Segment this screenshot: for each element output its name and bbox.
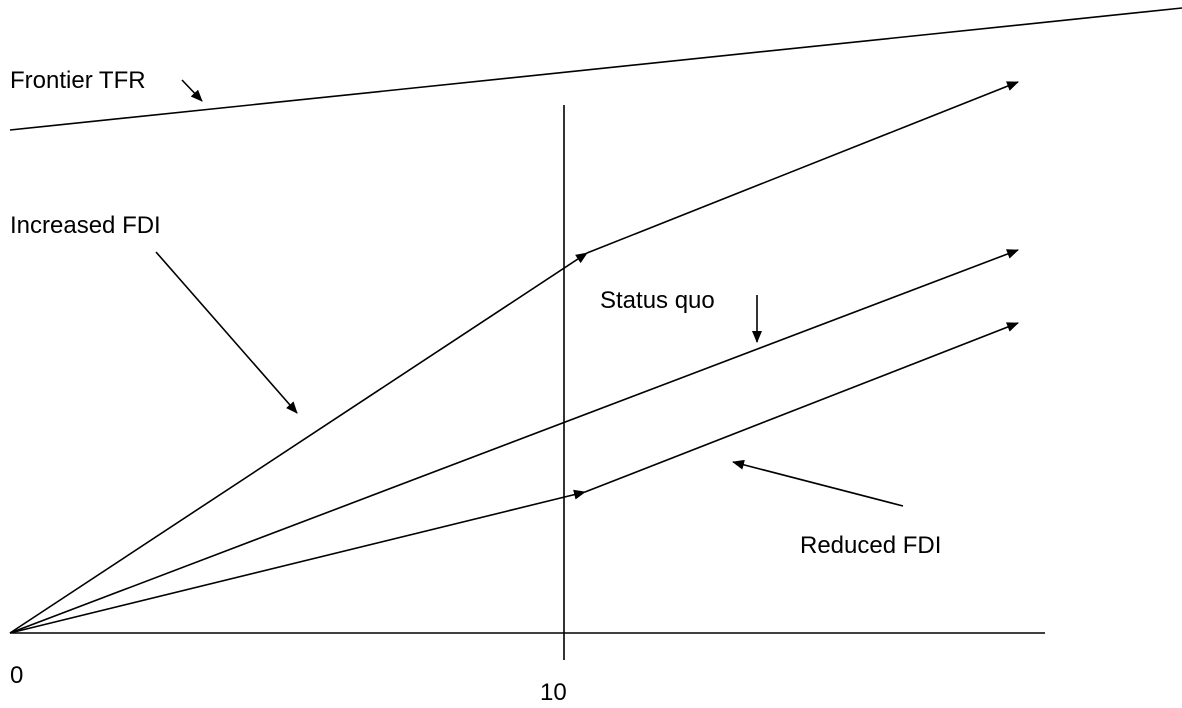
frontier-tfr-line (9, 7, 1182, 131)
reduced-fdi-path-segment-2 (584, 322, 1019, 493)
increased-label-pointer-arrow (155, 251, 298, 414)
frontier-label-pointer-arrow (181, 79, 203, 102)
reduced-label-pointer-arrow (732, 459, 904, 507)
status-quo-label: Status quo (600, 287, 715, 314)
status-quo-path (9, 249, 1019, 634)
increased-fdi-label: Increased FDI (10, 212, 161, 239)
reduced-fdi-path-segment-1 (9, 489, 586, 634)
increased-fdi-path-segment-2 (586, 81, 1019, 254)
axis-tick-0: 0 (10, 662, 23, 689)
frontier-tfr-label: Frontier TFR (10, 67, 146, 94)
increased-fdi-path-segment-1 (9, 252, 588, 634)
reduced-fdi-label: Reduced FDI (800, 532, 941, 559)
axis-tick-10: 10 (540, 679, 567, 706)
